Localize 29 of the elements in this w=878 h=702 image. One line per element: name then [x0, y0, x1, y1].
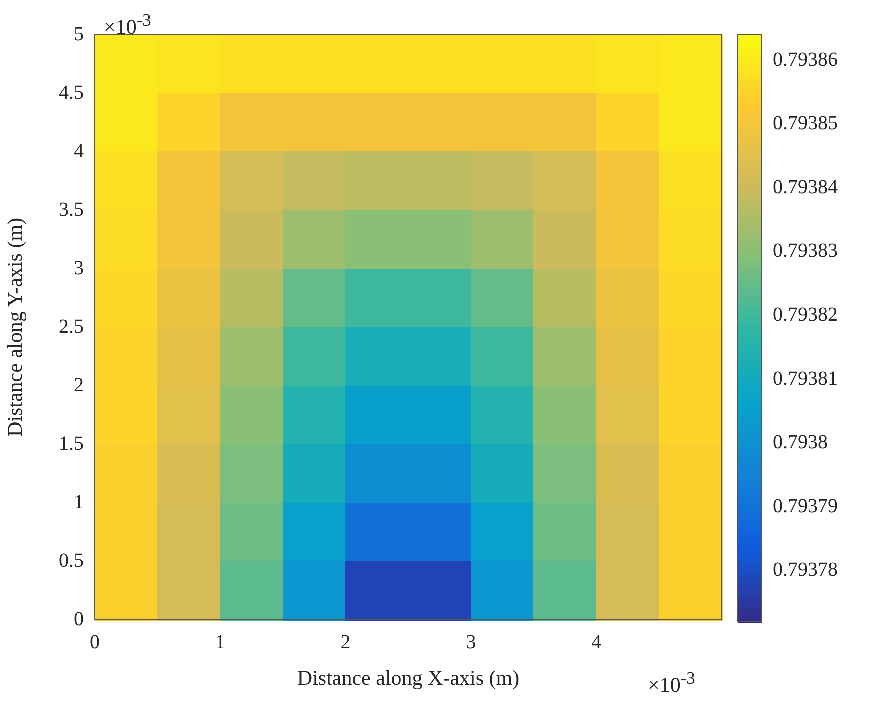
color-bar-label: 0.79379	[773, 495, 838, 518]
y-tick-label: 1	[74, 491, 84, 514]
y-tick-label: 3.5	[59, 198, 84, 221]
y-tick-label: 4	[74, 140, 84, 162]
x-tick-label: 3	[466, 631, 476, 654]
color-bar-label: 0.79386	[773, 48, 838, 71]
text: ×10$^{-3}$	[648, 668, 696, 698]
color-bar-label: 0.79378	[773, 559, 838, 582]
y-tick-label: 2	[74, 374, 84, 396]
y-tick-label: 5	[74, 23, 84, 46]
y-tick-label: 0.5	[59, 550, 84, 572]
x-tick-label: 2	[340, 631, 351, 654]
color-bar-label: 0.79383	[773, 240, 838, 262]
y-tick-label: 1.5	[59, 432, 84, 455]
x-tick-label: 4	[592, 631, 602, 654]
y-axis-title: Distance along Y-axis (m)	[3, 218, 28, 438]
y-tick-label: 0	[74, 608, 84, 630]
x-axis-title: Distance along X-axis (m)	[297, 666, 520, 690]
color-bar-label: 0.79385	[773, 112, 838, 135]
color-bar-label: 0.79381	[773, 368, 838, 390]
y-tick-label: 3	[74, 257, 84, 280]
y-tick-label: 4.5	[59, 82, 84, 104]
color-bar-label: 0.7938	[773, 432, 828, 454]
x-tick-label: 0	[90, 631, 100, 654]
color-bar-label: 0.79382	[773, 304, 838, 326]
y-tick-label: 2.5	[59, 316, 84, 338]
annotation: ×10$^{-3}$	[104, 10, 152, 40]
color-bar-label: 0.79384	[773, 176, 838, 198]
x-tick-label: 1	[215, 631, 226, 654]
